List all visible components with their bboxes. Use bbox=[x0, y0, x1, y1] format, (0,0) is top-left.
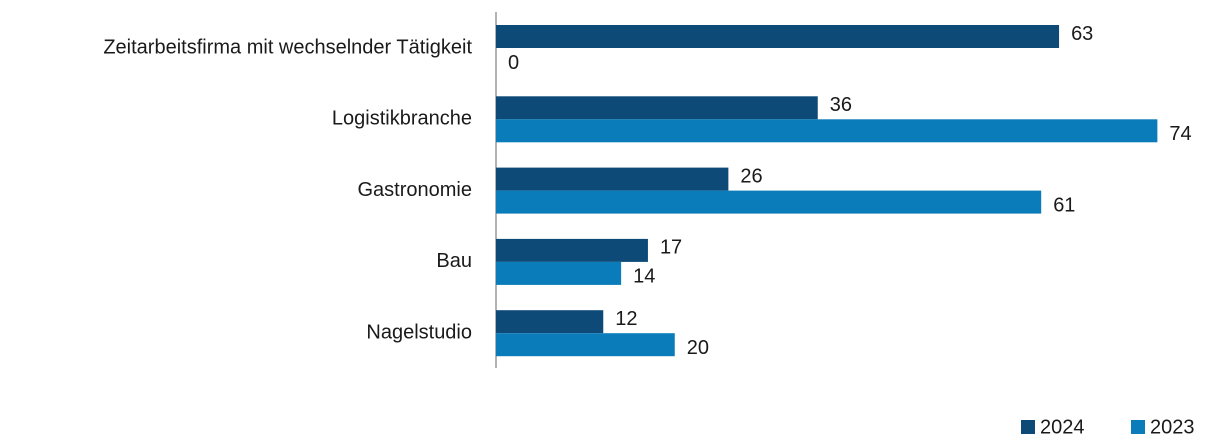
bar bbox=[496, 190, 1042, 214]
legend-label: 2023 bbox=[1150, 416, 1195, 437]
bar bbox=[496, 310, 604, 334]
category-label: Bau bbox=[436, 250, 472, 272]
bar bbox=[496, 119, 1158, 143]
category-label: Zeitarbeitsfirma mit wechselnder Tätigke… bbox=[103, 36, 472, 58]
value-label: 14 bbox=[633, 266, 655, 288]
bar bbox=[496, 333, 675, 357]
value-label: 26 bbox=[740, 165, 762, 187]
value-label: 74 bbox=[1169, 123, 1191, 145]
bar bbox=[496, 96, 818, 120]
bar bbox=[496, 261, 622, 285]
value-label: 12 bbox=[615, 308, 637, 330]
category-label: Gastronomie bbox=[358, 179, 473, 201]
value-label: 17 bbox=[660, 237, 682, 259]
value-label: 63 bbox=[1071, 23, 1093, 45]
legend-swatch bbox=[1131, 420, 1145, 434]
bar bbox=[496, 167, 729, 191]
bar bbox=[496, 25, 1060, 48]
value-label: 20 bbox=[687, 337, 709, 359]
value-label: 36 bbox=[830, 94, 852, 116]
category-label: Logistikbranche bbox=[332, 108, 472, 130]
value-label: 0 bbox=[508, 52, 519, 74]
legend-label: 2024 bbox=[1040, 416, 1085, 437]
bar bbox=[496, 238, 648, 262]
value-label: 61 bbox=[1053, 194, 1075, 216]
legend-swatch bbox=[1021, 420, 1035, 434]
category-label: Nagelstudio bbox=[366, 321, 472, 343]
